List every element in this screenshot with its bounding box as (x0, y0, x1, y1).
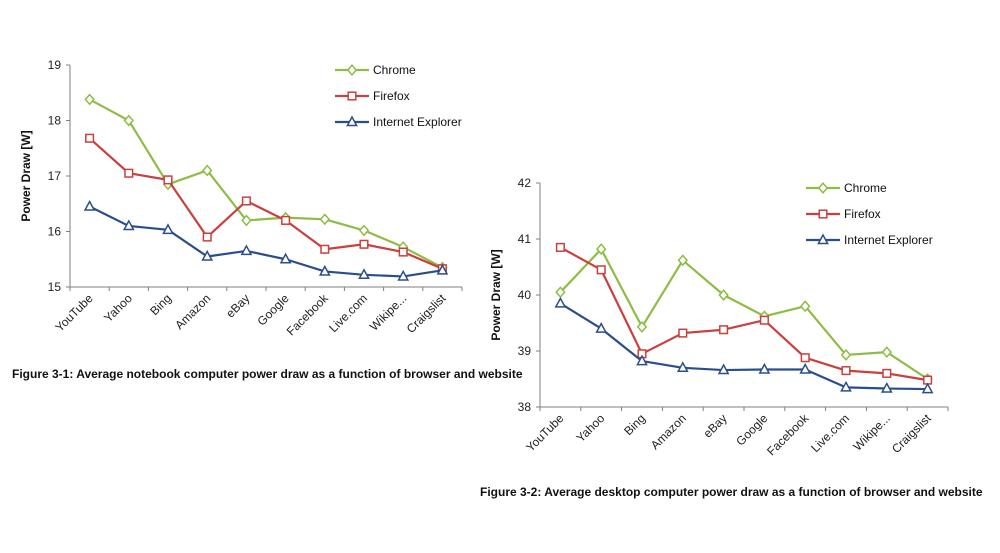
notebook-point-firefox (241, 196, 251, 206)
desktop-point-ie (880, 381, 893, 393)
desktop-point-chrome (596, 243, 607, 256)
notebook-point-ie (397, 269, 410, 281)
desktop-point-firefox (759, 315, 769, 325)
notebook-point-chrome (241, 214, 252, 227)
desktop-point-chrome (840, 348, 852, 361)
notebook-point-ie (201, 249, 214, 261)
notebook-point-firefox (320, 244, 330, 254)
desktop-point-ie (758, 362, 771, 374)
notebook-point-ie (122, 219, 135, 231)
desktop-series-line-chrome (559, 247, 929, 380)
desktop-category-label: YouTube (523, 411, 566, 454)
notebook-point-chrome (123, 114, 134, 127)
desktop-point-chrome (800, 300, 811, 313)
notebook-point-firefox (359, 239, 369, 249)
notebook-point-ie (240, 244, 253, 256)
desktop-legend-marker-firefox (818, 209, 828, 219)
notebook-y-tick-label: 16 (48, 225, 62, 239)
desktop-category-label: Bing (621, 411, 648, 438)
notebook-series-line-chrome (89, 98, 443, 269)
desktop-point-firefox (841, 366, 851, 376)
desktop-y-tick-label: 41 (518, 232, 532, 246)
desktop-point-ie (595, 322, 608, 333)
desktop-category-label: Google (733, 411, 770, 448)
notebook-point-ie (318, 264, 331, 276)
desktop-point-chrome (677, 254, 688, 267)
desktop-category-label: eBay (700, 411, 729, 440)
desktop-y-tick-label: 40 (518, 288, 532, 302)
notebook-y-tick-label: 18 (48, 114, 62, 128)
notebook-point-firefox (85, 133, 95, 143)
notebook-point-firefox (398, 247, 408, 257)
desktop-point-firefox (596, 265, 606, 275)
notebook-y-axis-title: Power Draw [W] (19, 130, 33, 221)
notebook-point-firefox (202, 232, 212, 242)
notebook-y-tick-label: 19 (48, 58, 62, 72)
desktop-y-tick-label: 42 (518, 176, 532, 190)
notebook-series-line-firefox (88, 137, 443, 270)
desktop-series-line-ie (559, 302, 928, 391)
desktop-point-ie (717, 363, 730, 375)
desktop-y-axis-title: Power Draw [W] (489, 249, 503, 340)
notebook-point-ie (279, 252, 292, 264)
notebook-point-chrome (84, 93, 95, 106)
notebook-legend-label-firefox: Firefox (373, 89, 410, 103)
notebook-point-firefox (163, 175, 173, 185)
desktop-point-ie (840, 380, 852, 392)
desktop-y-tick-label: 38 (518, 400, 532, 414)
desktop-legend-marker-ie (817, 233, 829, 245)
desktop-legend-label-ie: Internet Explorer (844, 233, 933, 247)
desktop-point-chrome (718, 289, 729, 301)
notebook-legend-marker-ie (346, 115, 358, 127)
notebook-point-ie (83, 199, 96, 211)
notebook-series-line-ie (89, 205, 443, 278)
desktop-point-ie (921, 382, 934, 394)
notebook-point-chrome (358, 224, 370, 237)
desktop-point-firefox (555, 242, 565, 252)
notebook-point-firefox (124, 168, 134, 178)
notebook-legend-marker-chrome (346, 64, 358, 76)
desktop-point-firefox (882, 368, 892, 378)
desktop-caption: Figure 3-2: Average desktop computer pow… (480, 485, 983, 499)
desktop-legend-label-chrome: Chrome (844, 181, 887, 195)
desktop-series-line-firefox (559, 246, 928, 382)
desktop-category-label: Craigslist (889, 411, 934, 456)
desktop-point-firefox (719, 325, 729, 335)
desktop-category-label: Wikipe... (850, 411, 892, 453)
notebook-legend-label-ie: Internet Explorer (373, 115, 462, 129)
notebook-point-chrome (319, 213, 330, 226)
desktop-point-chrome (636, 320, 648, 333)
desktop-point-ie (554, 296, 567, 308)
notebook-y-tick-label: 17 (48, 169, 62, 183)
notebook-point-ie (358, 268, 370, 280)
desktop-point-ie (676, 361, 689, 373)
notebook-point-ie (162, 223, 174, 235)
notebook-y-tick-label: 15 (48, 280, 62, 294)
notebook-point-firefox (281, 215, 291, 225)
desktop-point-firefox (678, 328, 688, 338)
desktop-legend-label-firefox: Firefox (844, 207, 881, 221)
desktop-category-label: Amazon (648, 411, 689, 452)
desktop-category-label: Live.com (808, 411, 852, 455)
desktop-point-ie (636, 354, 648, 366)
notebook-caption: Figure 3-1: Average notebook computer po… (12, 367, 523, 381)
desktop-category-label: Facebook (764, 411, 812, 459)
notebook-point-ie (436, 263, 449, 275)
notebook-legend-label-chrome: Chrome (373, 63, 416, 77)
desktop-point-ie (799, 362, 812, 374)
desktop-legend-marker-chrome (817, 182, 829, 194)
desktop-category-label: Yahoo (574, 411, 608, 445)
notebook-legend-marker-firefox (347, 91, 357, 101)
notebook-point-chrome (202, 164, 213, 177)
desktop-point-chrome (881, 346, 892, 359)
desktop-y-tick-label: 39 (518, 344, 532, 358)
desktop-point-firefox (800, 353, 810, 363)
